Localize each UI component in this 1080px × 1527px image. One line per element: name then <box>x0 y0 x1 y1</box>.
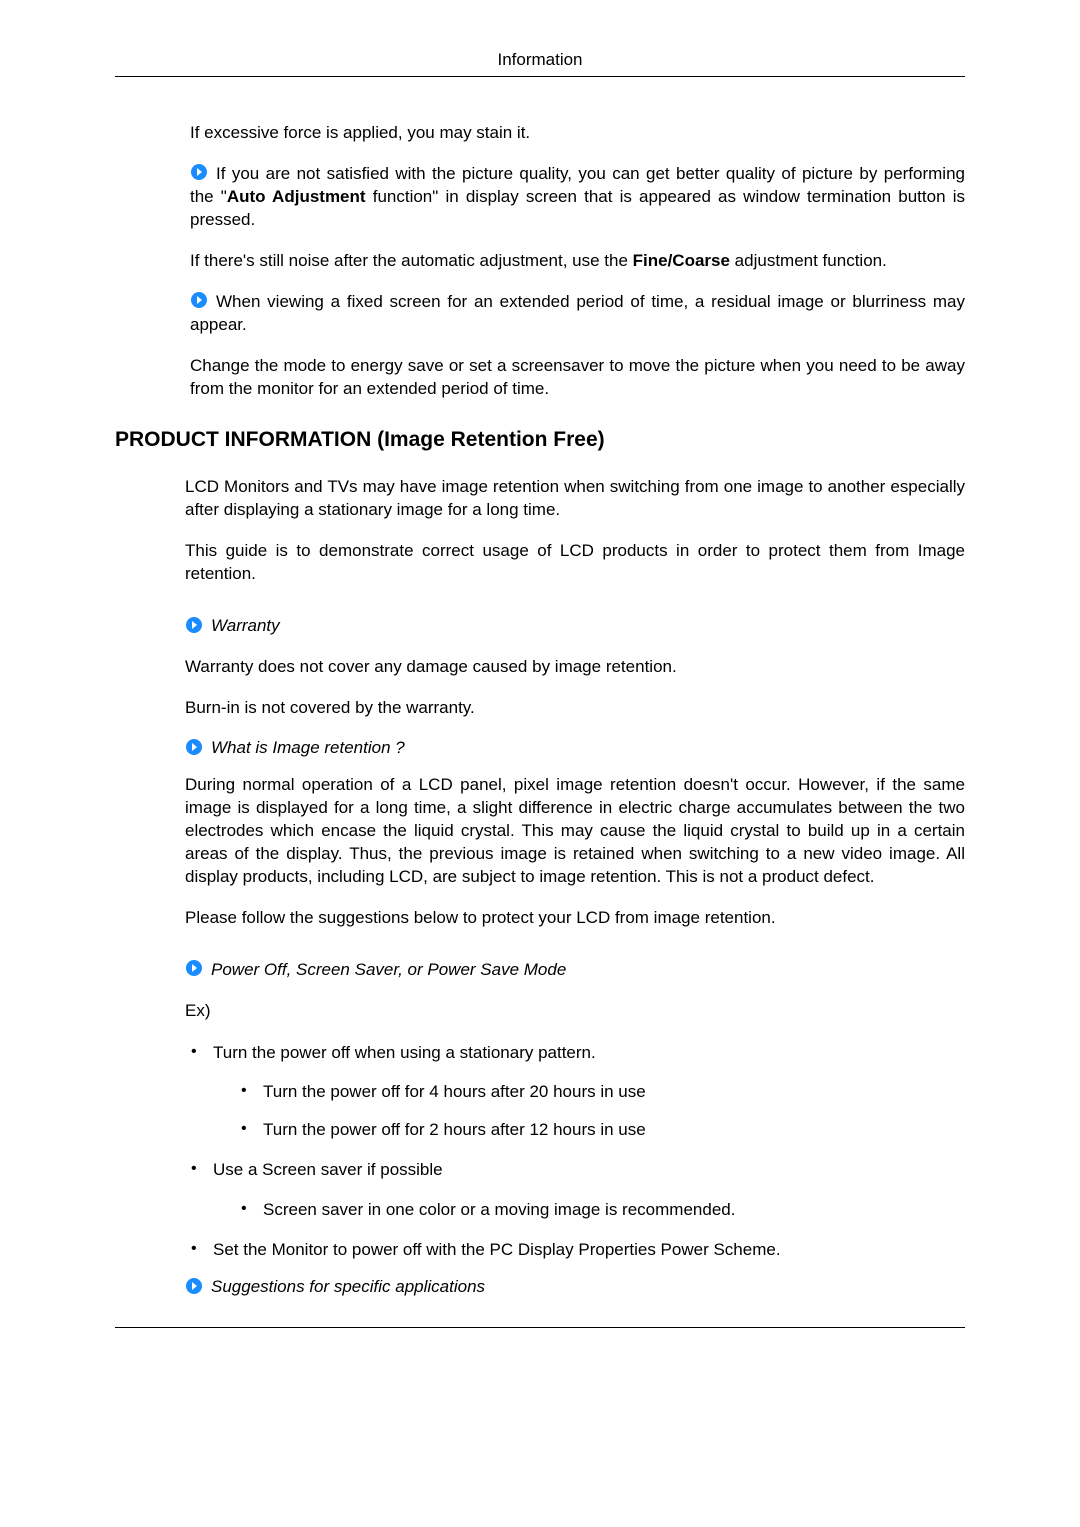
intro-p3-text-1: If there's still noise after the automat… <box>190 251 633 270</box>
list-item: Screen saver in one color or a moving im… <box>235 1198 965 1222</box>
list-item: Turn the power off when using a stationa… <box>185 1041 965 1142</box>
intro-paragraph-1: If excessive force is applied, you may s… <box>190 122 965 145</box>
list-item-text: Use a Screen saver if possible <box>213 1160 443 1179</box>
arrow-bullet-icon <box>185 738 203 756</box>
intro-p2-bold: Auto Adjustment <box>227 187 366 206</box>
what-p2: Please follow the suggestions below to p… <box>185 907 965 930</box>
intro-paragraph-3: If there's still noise after the automat… <box>190 250 965 273</box>
intro-p3-text-2: adjustment function. <box>730 251 887 270</box>
suggestions-heading: Suggestions for specific applications <box>211 1277 485 1296</box>
power-heading-row: Power Off, Screen Saver, or Power Save M… <box>185 960 965 980</box>
intro-paragraph-4: When viewing a fixed screen for an exten… <box>190 291 965 337</box>
suggestions-heading-row: Suggestions for specific applications <box>185 1277 965 1297</box>
what-heading: What is Image retention ? <box>211 738 405 757</box>
power-heading: Power Off, Screen Saver, or Power Save M… <box>211 960 566 979</box>
section-p2: This guide is to demonstrate correct usa… <box>185 540 965 586</box>
footer-divider <box>115 1327 965 1328</box>
warranty-p1: Warranty does not cover any damage cause… <box>185 656 965 679</box>
arrow-bullet-icon <box>185 1277 203 1295</box>
warranty-heading: Warranty <box>211 616 280 635</box>
list-item-text: Set the Monitor to power off with the PC… <box>213 1240 781 1259</box>
list-item-text: Turn the power off for 4 hours after 20 … <box>263 1082 646 1101</box>
list-item: Turn the power off for 2 hours after 12 … <box>235 1118 965 1142</box>
what-p1: During normal operation of a LCD panel, … <box>185 774 965 889</box>
section-p1: LCD Monitors and TVs may have image rete… <box>185 476 965 522</box>
intro-p4-text: When viewing a fixed screen for an exten… <box>190 292 965 334</box>
arrow-bullet-icon <box>185 959 203 977</box>
intro-p3-bold: Fine/Coarse <box>633 251 730 270</box>
warranty-p2: Burn-in is not covered by the warranty. <box>185 697 965 720</box>
example-label: Ex) <box>185 1000 965 1023</box>
arrow-bullet-icon <box>190 291 208 309</box>
intro-paragraph-2: If you are not satisfied with the pictur… <box>190 163 965 232</box>
section-heading-product-info: PRODUCT INFORMATION (Image Retention Fre… <box>115 428 965 452</box>
warranty-heading-row: Warranty <box>185 616 965 636</box>
list-item-text: Turn the power off when using a stationa… <box>213 1043 596 1062</box>
list-item: Set the Monitor to power off with the PC… <box>185 1238 965 1262</box>
what-heading-row: What is Image retention ? <box>185 738 965 758</box>
list-item: Turn the power off for 4 hours after 20 … <box>235 1080 965 1104</box>
page-header-title: Information <box>115 50 965 77</box>
arrow-bullet-icon <box>190 163 208 181</box>
arrow-bullet-icon <box>185 616 203 634</box>
intro-paragraph-5: Change the mode to energy save or set a … <box>190 355 965 401</box>
instruction-list: Turn the power off when using a stationa… <box>185 1041 965 1262</box>
list-item-text: Screen saver in one color or a moving im… <box>263 1200 735 1219</box>
list-item-text: Turn the power off for 2 hours after 12 … <box>263 1120 646 1139</box>
list-item: Use a Screen saver if possible Screen sa… <box>185 1158 965 1222</box>
